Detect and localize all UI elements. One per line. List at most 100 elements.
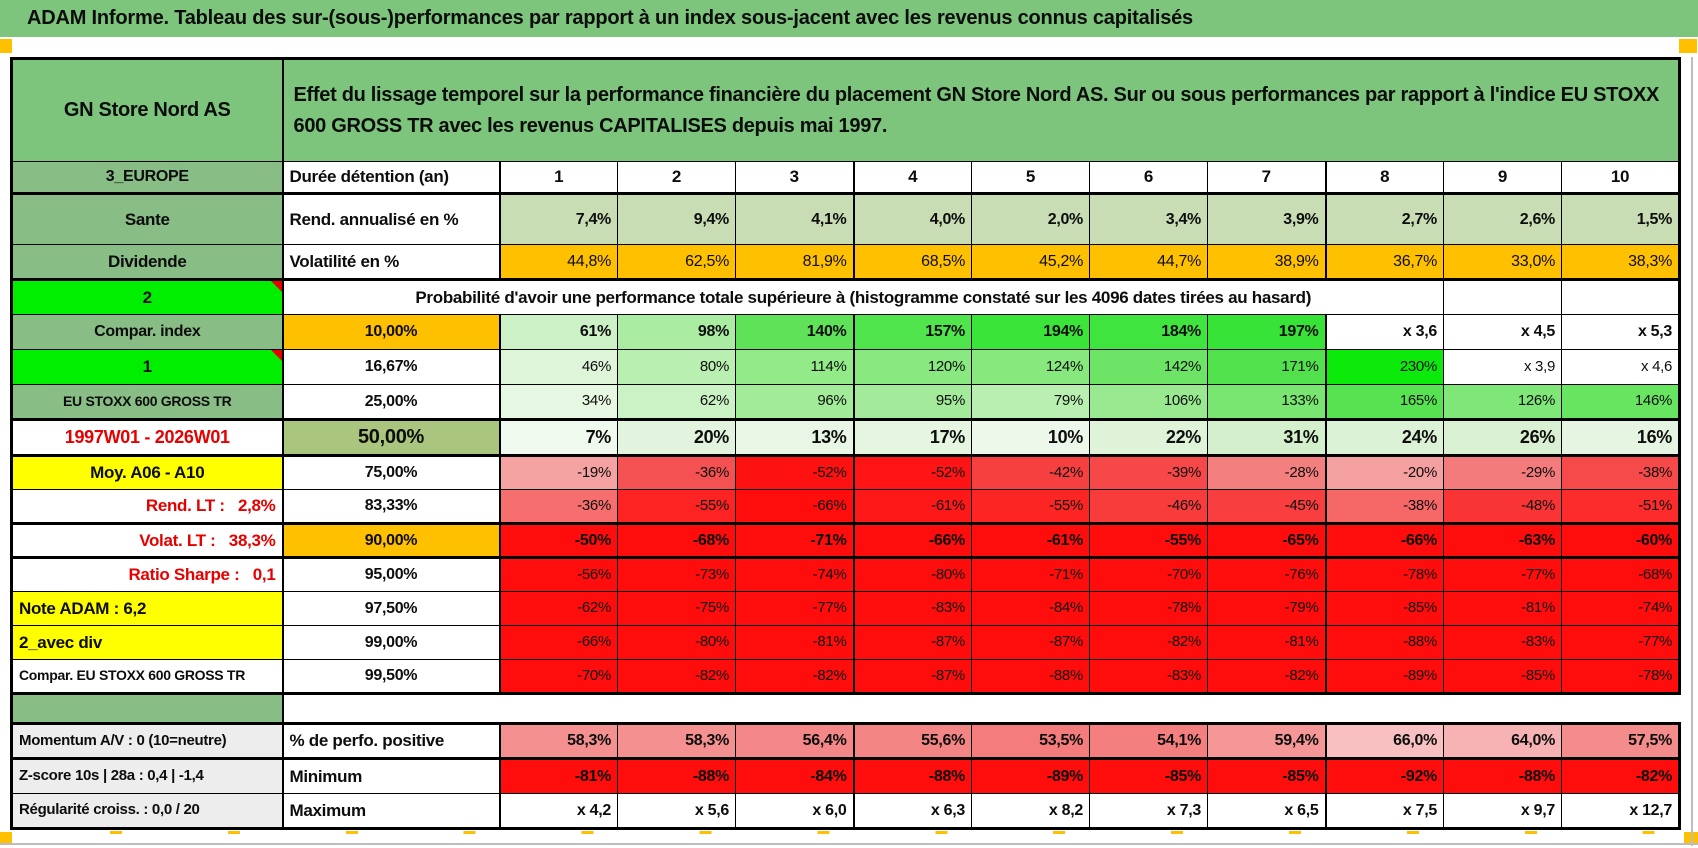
cell-p90-col9[interactable]: -66% (1325, 522, 1444, 559)
cell-prob-col10[interactable] (1443, 278, 1562, 315)
cell-maximum-col7[interactable]: x 7,3 (1089, 793, 1208, 830)
cell-rend-col1[interactable]: Rend. annualisé en % (282, 193, 501, 245)
cell-p10-col2[interactable]: 61% (499, 314, 618, 350)
cell-volat-col1[interactable]: Volatilité en % (282, 244, 501, 280)
cell-p99-col9[interactable]: -88% (1325, 625, 1444, 660)
cell-maximum-col2[interactable]: x 4,2 (499, 793, 618, 830)
cell-p8333-col8[interactable]: -45% (1207, 489, 1327, 524)
cell-rend-col10[interactable]: 2,6% (1443, 193, 1562, 245)
row-label-zscore[interactable]: Z-score 10s | 28a : 0,4 | -1,4 (10, 757, 284, 794)
cell-perfpos-col9[interactable]: 66,0% (1325, 722, 1444, 759)
duration-header[interactable]: Durée détention (an) (282, 161, 501, 195)
cell-minimum-col7[interactable]: -85% (1089, 757, 1208, 794)
stock-name[interactable]: GN Store Nord AS (10, 57, 284, 162)
cell-p25-col5[interactable]: 95% (853, 384, 972, 420)
cell-volat-col5[interactable]: 68,5% (853, 244, 972, 280)
cell-p75-col6[interactable]: -42% (971, 455, 1090, 490)
cell-p10-col3[interactable]: 98% (617, 314, 736, 350)
cell-duration-col6[interactable]: 5 (971, 161, 1090, 195)
cell-duration-col4[interactable]: 3 (735, 161, 855, 195)
cell-p10-col10[interactable]: x 4,5 (1443, 314, 1562, 350)
cell-rend-col7[interactable]: 3,4% (1089, 193, 1208, 245)
cell-p95-col1[interactable]: 95,00% (282, 557, 501, 592)
row-label-index-name[interactable]: EU STOXX 600 GROSS TR (10, 384, 284, 420)
cell-p75-col9[interactable]: -20% (1325, 455, 1444, 490)
cell-p8333-col10[interactable]: -48% (1443, 489, 1562, 524)
cell-p1667-col4[interactable]: 114% (735, 349, 855, 385)
cell-p9750-col4[interactable]: -77% (735, 591, 855, 626)
cell-p75-col7[interactable]: -39% (1089, 455, 1208, 490)
cell-p9950-col9[interactable]: -89% (1325, 659, 1444, 695)
cell-p1667-col3[interactable]: 80% (617, 349, 736, 385)
cell-p90-col8[interactable]: -65% (1207, 522, 1327, 559)
cell-duration-col2[interactable]: 1 (499, 161, 618, 195)
cell-p90-col1[interactable]: 90,00% (282, 522, 501, 559)
row-label-note-adam[interactable]: Note ADAM : 6,2 (10, 591, 284, 626)
cell-p99-col4[interactable]: -81% (735, 625, 855, 660)
cell-maximum-col9[interactable]: x 7,5 (1325, 793, 1444, 830)
cell-p25-col2[interactable]: 34% (499, 384, 618, 420)
cell-p99-col6[interactable]: -87% (971, 625, 1090, 660)
cell-rend-col3[interactable]: 9,4% (617, 193, 736, 245)
cell-rend-col11[interactable]: 1,5% (1560, 193, 1682, 245)
cell-p50-col10[interactable]: 26% (1443, 418, 1562, 457)
cell-perfpos-col1[interactable]: % de perfo. positive (282, 722, 501, 759)
cell-p75-col1[interactable]: 75,00% (282, 455, 501, 490)
cell-p50-col7[interactable]: 22% (1089, 418, 1208, 457)
cell-p99-col11[interactable]: -77% (1560, 625, 1682, 660)
cell-p8333-col2[interactable]: -36% (499, 489, 618, 524)
cell-p9750-col9[interactable]: -85% (1325, 591, 1444, 626)
cell-p1667-col6[interactable]: 124% (971, 349, 1090, 385)
cell-p99-col8[interactable]: -81% (1207, 625, 1327, 660)
cell-p75-col10[interactable]: -29% (1443, 455, 1562, 490)
cell-volat-col7[interactable]: 44,7% (1089, 244, 1208, 280)
cell-p9950-col6[interactable]: -88% (971, 659, 1090, 695)
cell-minimum-col8[interactable]: -85% (1207, 757, 1327, 794)
cell-p8333-col6[interactable]: -55% (971, 489, 1090, 524)
cell-p50-col9[interactable]: 24% (1325, 418, 1444, 457)
spacer-cell[interactable] (10, 693, 284, 724)
cell-p95-col5[interactable]: -80% (853, 557, 972, 592)
cell-maximum-col1[interactable]: Maximum (282, 793, 501, 830)
cell-p9950-col1[interactable]: 99,50% (282, 659, 501, 695)
cell-p9950-col10[interactable]: -85% (1443, 659, 1562, 695)
prob-caption[interactable]: Probabilité d'avoir une performance tota… (282, 278, 1444, 315)
row-label-compar-index[interactable]: Compar. index (10, 314, 284, 350)
cell-p99-col1[interactable]: 99,00% (282, 625, 501, 660)
cell-p25-col8[interactable]: 133% (1207, 384, 1327, 420)
cell-p95-col9[interactable]: -78% (1325, 557, 1444, 592)
cell-p1667-col11[interactable]: x 4,6 (1560, 349, 1682, 385)
cell-minimum-col1[interactable]: Minimum (282, 757, 501, 794)
cell-p1667-col9[interactable]: 230% (1325, 349, 1444, 385)
cell-minimum-col5[interactable]: -88% (853, 757, 972, 794)
cell-p75-col11[interactable]: -38% (1560, 455, 1682, 490)
cell-p9950-col7[interactable]: -83% (1089, 659, 1208, 695)
header-description[interactable]: Effet du lissage temporel sur la perform… (281, 57, 1682, 162)
cell-p9750-col1[interactable]: 97,50% (282, 591, 501, 626)
cell-p9950-col11[interactable]: -78% (1560, 659, 1682, 695)
cell-p8333-col1[interactable]: 83,33% (282, 489, 501, 524)
cell-p1667-col7[interactable]: 142% (1089, 349, 1208, 385)
cell-p10-col9[interactable]: x 3,6 (1325, 314, 1444, 350)
cell-p50-col11[interactable]: 16% (1560, 418, 1682, 457)
cell-p25-col10[interactable]: 126% (1443, 384, 1562, 420)
cell-p25-col9[interactable]: 165% (1325, 384, 1444, 420)
cell-maximum-col4[interactable]: x 6,0 (735, 793, 855, 830)
cell-duration-col9[interactable]: 8 (1325, 161, 1444, 195)
cell-p10-col7[interactable]: 184% (1089, 314, 1208, 350)
cell-perfpos-col8[interactable]: 59,4% (1207, 722, 1327, 759)
cell-perfpos-col7[interactable]: 54,1% (1089, 722, 1208, 759)
cell-p95-col4[interactable]: -74% (735, 557, 855, 592)
cell-p9750-col11[interactable]: -74% (1560, 591, 1682, 626)
cell-minimum-col11[interactable]: -82% (1560, 757, 1682, 794)
cell-p25-col3[interactable]: 62% (617, 384, 736, 420)
cell-p9750-col8[interactable]: -79% (1207, 591, 1327, 626)
cell-p25-col11[interactable]: 146% (1560, 384, 1682, 420)
cell-perfpos-col4[interactable]: 56,4% (735, 722, 855, 759)
cell-p50-col6[interactable]: 10% (971, 418, 1090, 457)
cell-p90-col4[interactable]: -71% (735, 522, 855, 559)
cell-volat-col2[interactable]: 44,8% (499, 244, 618, 280)
cell-duration-col11[interactable]: 10 (1560, 161, 1682, 195)
cell-p25-col7[interactable]: 106% (1089, 384, 1208, 420)
cell-p8333-col11[interactable]: -51% (1560, 489, 1682, 524)
